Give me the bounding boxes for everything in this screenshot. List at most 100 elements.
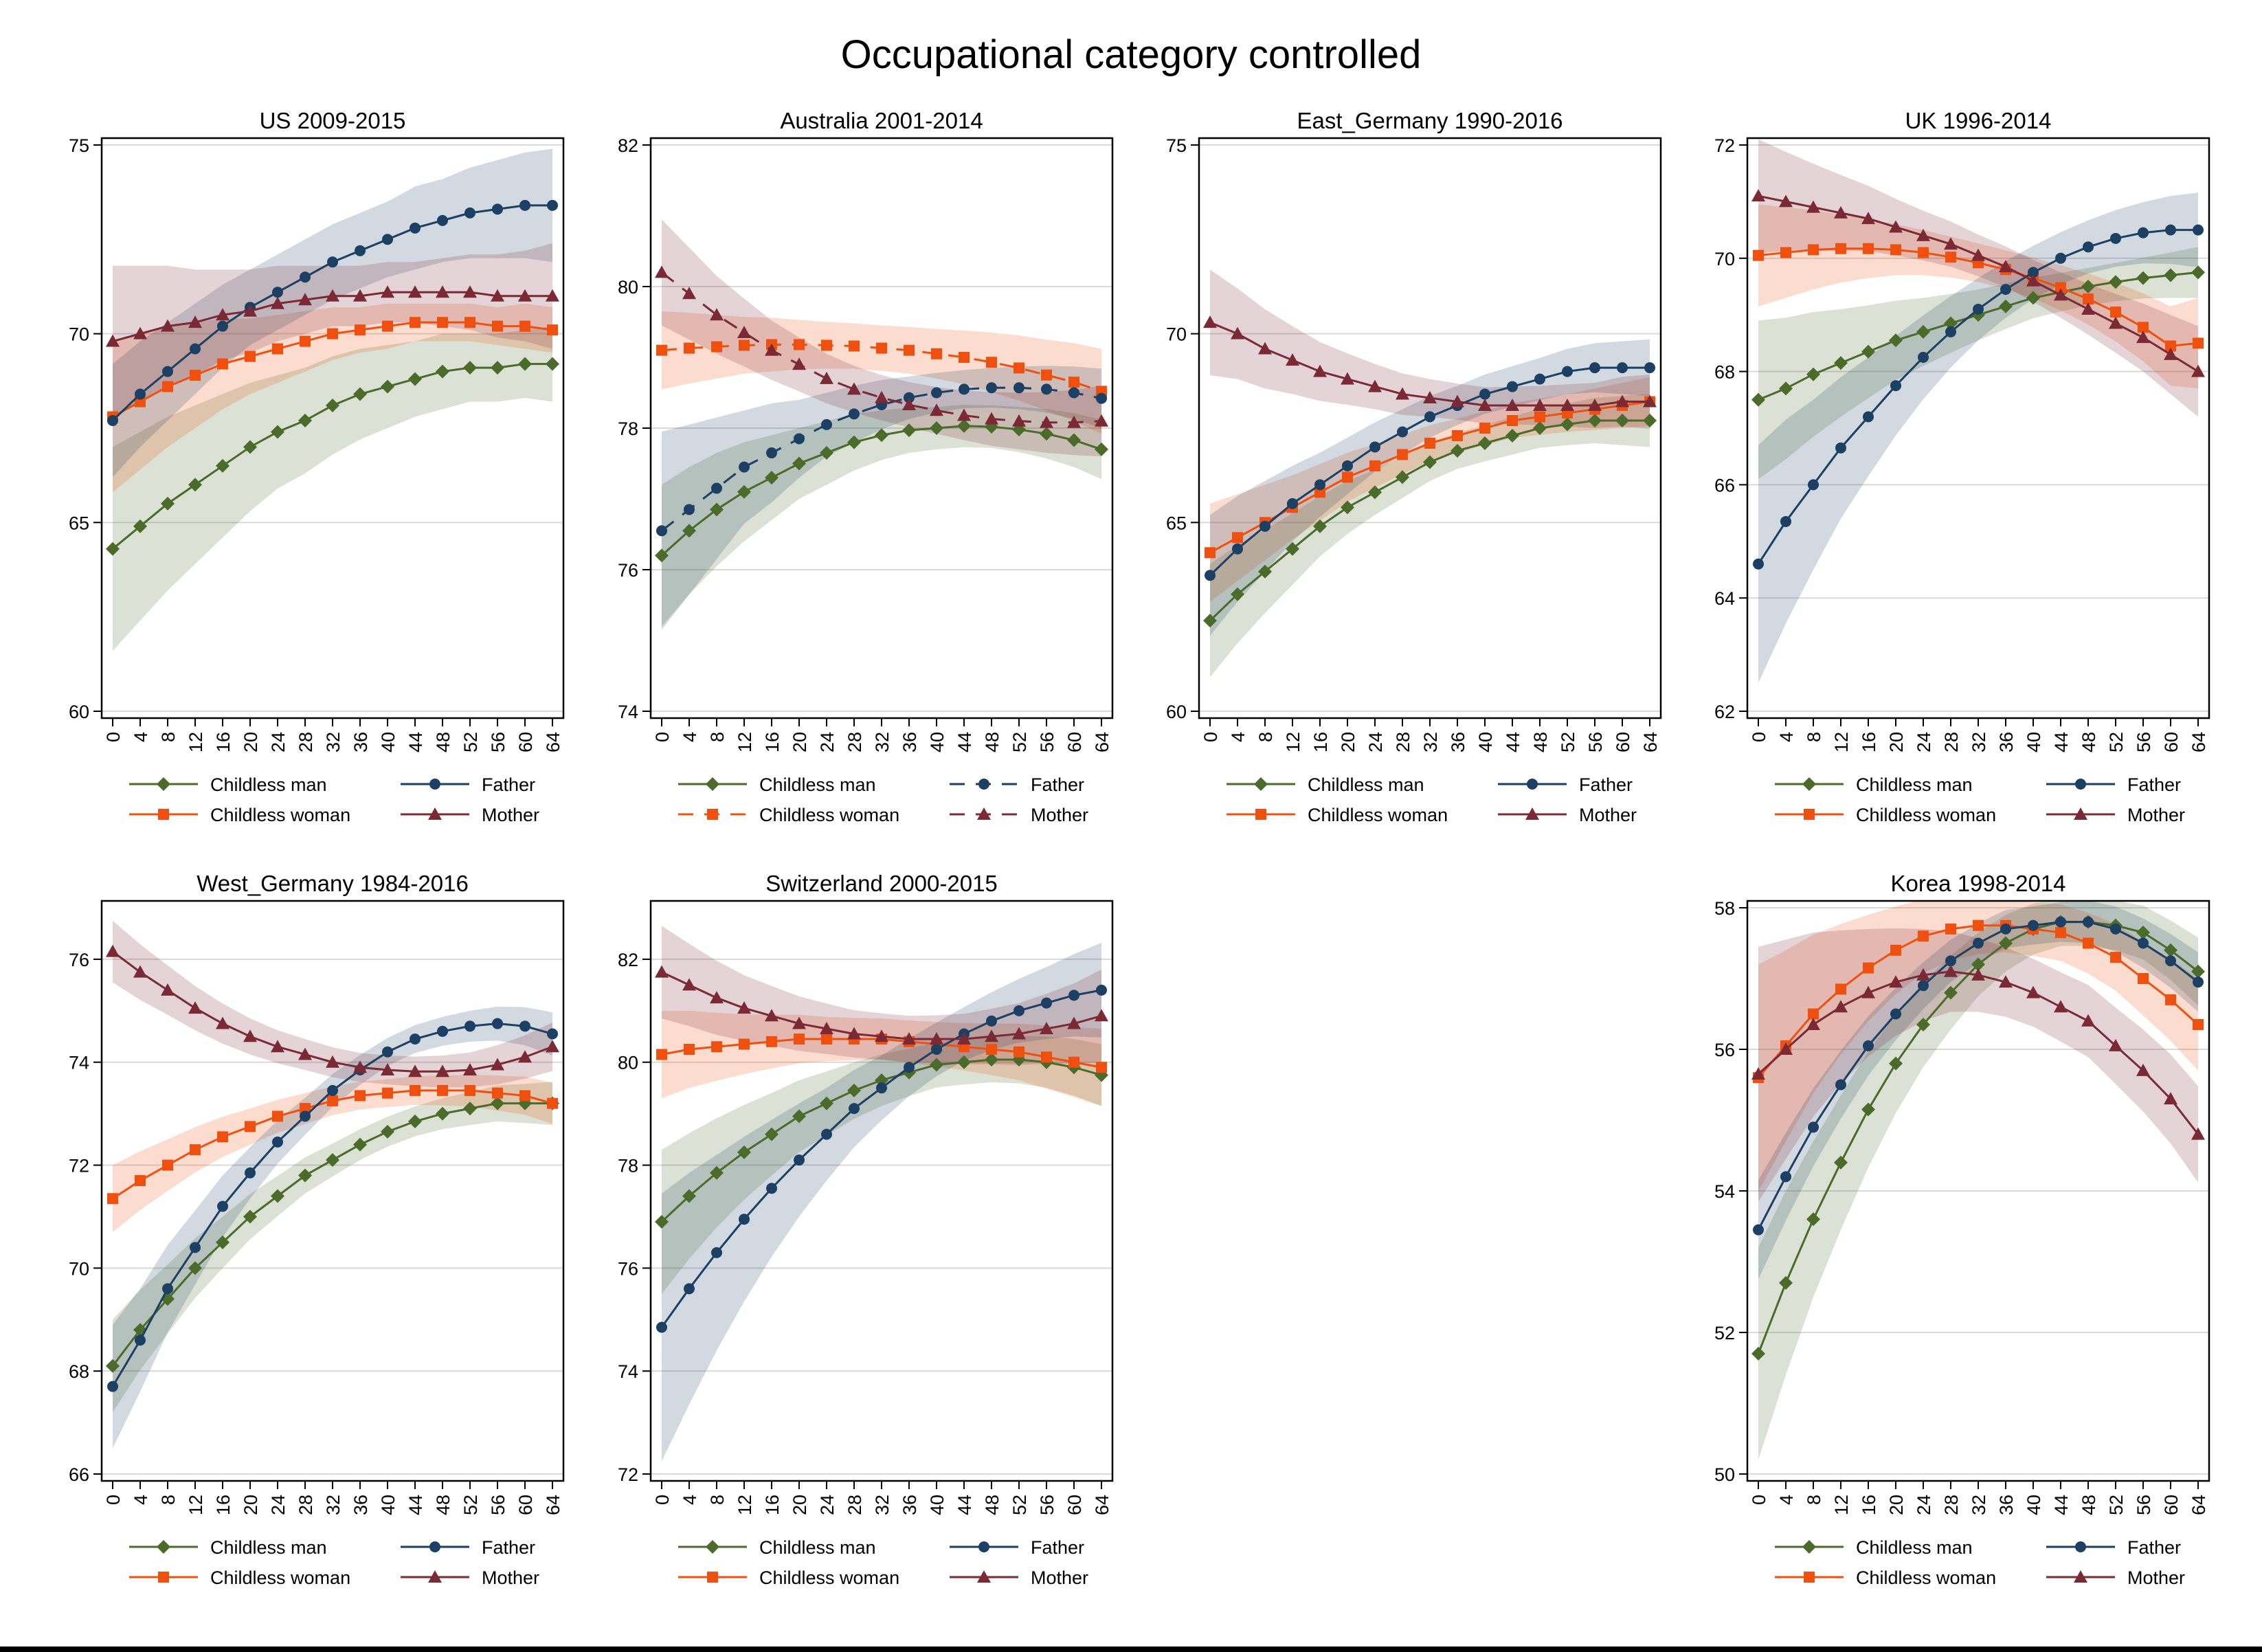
- x-tick-label: 4: [680, 732, 700, 742]
- x-tick-label: 0: [103, 732, 124, 742]
- data-point-mother: [518, 1050, 532, 1063]
- data-point-mother: [2081, 302, 2095, 315]
- data-point-childless_woman: [382, 1087, 393, 1099]
- data-point-mother: [1341, 372, 1354, 385]
- data-point-childless_woman: [410, 317, 421, 328]
- data-point-father: [684, 504, 695, 515]
- data-point-mother: [2136, 1063, 2150, 1076]
- data-point-mother: [1095, 414, 1108, 427]
- data-point-father: [1259, 520, 1270, 532]
- data-point-mother: [875, 1029, 888, 1042]
- legend-item-mother: Mother: [950, 805, 1088, 825]
- data-point-childless_man: [1916, 324, 1930, 339]
- x-tick-label: 32: [1969, 1495, 1989, 1515]
- x-tick-label: 28: [844, 732, 865, 752]
- x-tick-label: 4: [1228, 732, 1248, 742]
- legend-item-mother: Mother: [1498, 805, 1637, 825]
- data-point-father: [492, 1018, 503, 1029]
- x-tick-label: 36: [1448, 732, 1468, 752]
- y-tick-label: 70: [1166, 324, 1187, 345]
- x-tick-label: 40: [927, 1495, 948, 1515]
- legend-label: Childless man: [210, 1537, 327, 1558]
- y-tick-label: 74: [618, 702, 638, 722]
- x-tick-label: 0: [1749, 1495, 1769, 1505]
- data-point-childless_woman: [327, 328, 338, 339]
- data-point-childless_woman: [1342, 471, 1353, 483]
- x-tick-label: 48: [2079, 1495, 2099, 1515]
- ci-bands: [1210, 269, 1650, 678]
- y-tick-label: 62: [1714, 702, 1735, 722]
- data-point-mother: [1806, 200, 1820, 213]
- data-point-childless_woman: [1424, 437, 1435, 449]
- data-point-mother: [737, 1001, 751, 1014]
- data-point-childless_woman: [1014, 1046, 1024, 1058]
- x-tick-label: 12: [1831, 1495, 1852, 1515]
- x-tick-label: 60: [1064, 1495, 1085, 1515]
- data-point-mother: [298, 293, 312, 306]
- data-point-childless_man: [1067, 433, 1081, 447]
- legend-item-childless_woman: Childless woman: [129, 1567, 350, 1588]
- data-point-childless_man: [957, 418, 971, 433]
- data-point-mother: [1012, 414, 1026, 427]
- data-point-mother: [792, 357, 806, 370]
- data-point-mother: [546, 1040, 559, 1053]
- data-point-childless_man: [792, 456, 806, 471]
- data-point-childless_man: [216, 1235, 229, 1249]
- x-tick-label: 40: [2024, 732, 2044, 752]
- x-tick-label: 20: [1886, 1495, 1907, 1515]
- x-tick-label: 4: [1776, 1495, 1797, 1505]
- data-point-father: [1808, 479, 1819, 491]
- data-point-father: [739, 1214, 750, 1225]
- legend-label: Mother: [1031, 805, 1088, 825]
- data-point-childless_woman: [2165, 340, 2176, 352]
- x-tick-label: 0: [103, 1495, 124, 1505]
- chart-title: Australia 2001-2014: [780, 108, 983, 133]
- data-point-childless_woman: [2138, 973, 2149, 984]
- legend-marker: [1254, 777, 1268, 791]
- x-tick-label: 60: [2161, 732, 2182, 752]
- data-point-father: [739, 461, 750, 473]
- legend-marker: [978, 1541, 989, 1552]
- legend-marker: [1804, 809, 1815, 820]
- ci-band-father: [662, 942, 1101, 1462]
- legend-marker: [428, 807, 442, 820]
- x-tick-label: 0: [652, 732, 673, 742]
- data-point-father: [2138, 227, 2149, 238]
- y-tick-label: 76: [618, 560, 638, 581]
- data-point-father: [1918, 352, 1929, 363]
- data-point-childless_woman: [547, 1097, 558, 1109]
- data-point-childless_man: [1588, 414, 1602, 428]
- y-tick-label: 72: [69, 1156, 89, 1176]
- data-point-father: [2193, 224, 2204, 236]
- x-tick-label: 60: [2161, 1495, 2182, 1515]
- data-point-childless_man: [1231, 587, 1244, 601]
- y-tick-label: 76: [618, 1258, 638, 1279]
- data-point-mother: [2164, 347, 2177, 360]
- data-point-father: [2055, 252, 2066, 264]
- data-point-childless_woman: [986, 1044, 997, 1055]
- x-tick-label: 24: [817, 1495, 838, 1515]
- data-point-mother: [2136, 331, 2150, 344]
- data-point-mother: [133, 965, 147, 978]
- data-point-father: [1041, 383, 1052, 395]
- data-point-childless_woman: [711, 341, 722, 353]
- data-point-childless_woman: [711, 1041, 722, 1053]
- x-tick-label: 0: [1749, 732, 1769, 742]
- series-line-father: [661, 386, 1102, 532]
- data-point-childless_woman: [190, 370, 201, 381]
- ci-band-childless_man: [662, 405, 1101, 627]
- data-point-father: [1945, 955, 1956, 967]
- data-point-childless_woman: [2165, 994, 2176, 1005]
- data-point-childless_man: [106, 542, 120, 556]
- data-point-childless_man: [463, 1102, 477, 1116]
- x-tick-label: 64: [2188, 1495, 2209, 1515]
- ci-band-mother: [662, 219, 1101, 457]
- data-point-childless_woman: [300, 1103, 311, 1115]
- data-point-childless_man: [847, 435, 861, 449]
- x-tick-label: 44: [2051, 732, 2072, 752]
- y-tick-label: 60: [69, 702, 89, 722]
- x-tick-label: 32: [872, 1495, 893, 1515]
- y-tick-label: 70: [1714, 249, 1735, 269]
- data-point-father: [2028, 919, 2039, 931]
